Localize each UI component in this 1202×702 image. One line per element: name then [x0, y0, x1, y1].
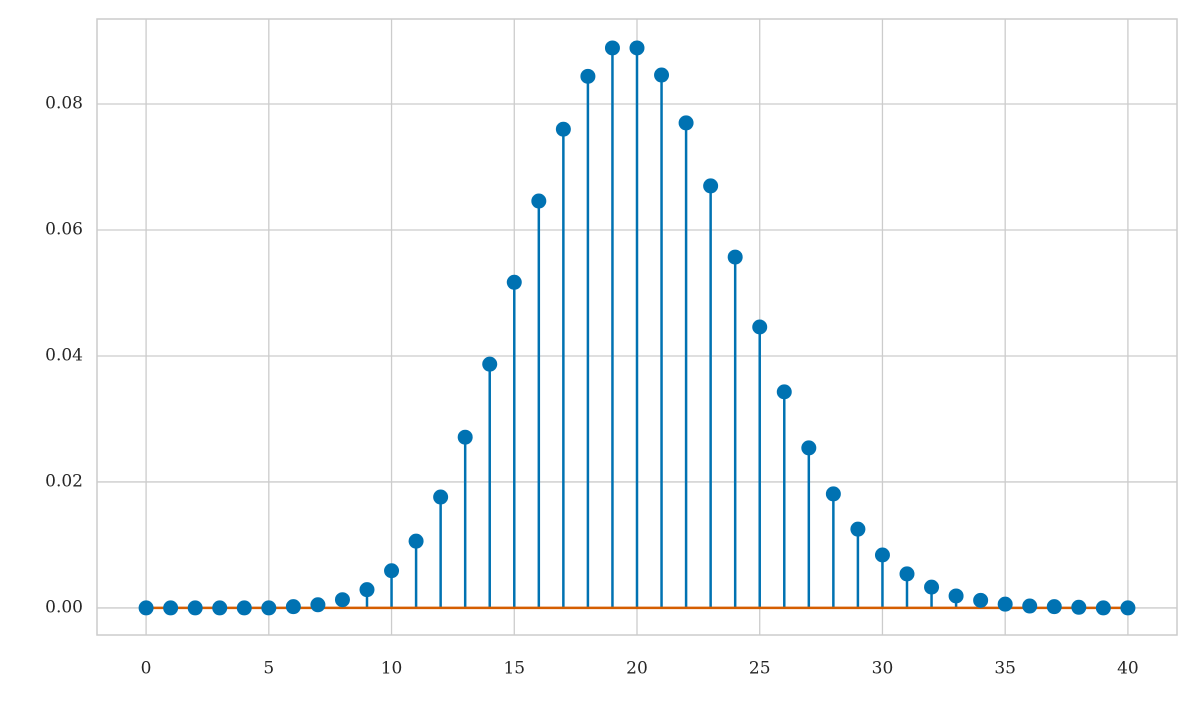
stem-marker — [433, 489, 449, 505]
stem-marker — [604, 40, 620, 56]
stem-marker — [310, 597, 326, 613]
x-tick-label: 10 — [381, 659, 403, 679]
stem-marker — [482, 356, 498, 372]
x-tick-label: 5 — [263, 659, 274, 679]
stem-marker — [1071, 599, 1087, 615]
stem-marker — [163, 600, 179, 616]
stem-marker — [727, 249, 743, 265]
stem-marker — [457, 429, 473, 445]
stem-marker — [531, 193, 547, 209]
stem-marker — [874, 547, 890, 563]
stem-marker — [825, 486, 841, 502]
stem-marker — [261, 600, 277, 616]
x-tick-label: 40 — [1117, 659, 1139, 679]
stem-marker — [580, 68, 596, 84]
stem-marker — [997, 596, 1013, 612]
stem-marker — [678, 115, 694, 131]
stem-marker — [948, 588, 964, 604]
stem-marker — [801, 440, 817, 456]
stem-marker — [1022, 598, 1038, 614]
stem-marker — [138, 600, 154, 616]
stem-marker — [334, 592, 350, 608]
stem-marker — [555, 121, 571, 137]
y-tick-label: 0.00 — [45, 597, 83, 617]
stem-marker — [1046, 599, 1062, 615]
stem-marker — [703, 178, 719, 194]
x-tick-label: 30 — [872, 659, 894, 679]
stem-marker — [408, 533, 424, 549]
stem-marker — [212, 600, 228, 616]
stem-marker — [654, 67, 670, 83]
y-tick-label: 0.04 — [45, 345, 83, 365]
x-tick-label: 15 — [503, 659, 525, 679]
stem-marker — [285, 599, 301, 615]
stem-marker — [506, 274, 522, 290]
stem-marker — [899, 566, 915, 582]
stem-marker — [973, 592, 989, 608]
stem-marker — [187, 600, 203, 616]
x-tick-label: 35 — [994, 659, 1016, 679]
x-tick-label: 20 — [626, 659, 648, 679]
stem-marker — [776, 384, 792, 400]
stem-marker — [924, 579, 940, 595]
stem-marker — [236, 600, 252, 616]
x-tick-label: 0 — [141, 659, 152, 679]
y-tick-label: 0.06 — [45, 220, 83, 240]
stem-marker — [359, 582, 375, 598]
stem-marker — [384, 563, 400, 579]
stem-marker — [752, 319, 768, 335]
stem-marker — [1120, 600, 1136, 616]
y-tick-label: 0.02 — [45, 471, 83, 491]
stem-marker — [629, 40, 645, 56]
x-tick-label: 25 — [749, 659, 771, 679]
stem-marker — [1095, 600, 1111, 616]
y-tick-label: 0.08 — [45, 94, 83, 114]
stem-marker — [850, 521, 866, 537]
